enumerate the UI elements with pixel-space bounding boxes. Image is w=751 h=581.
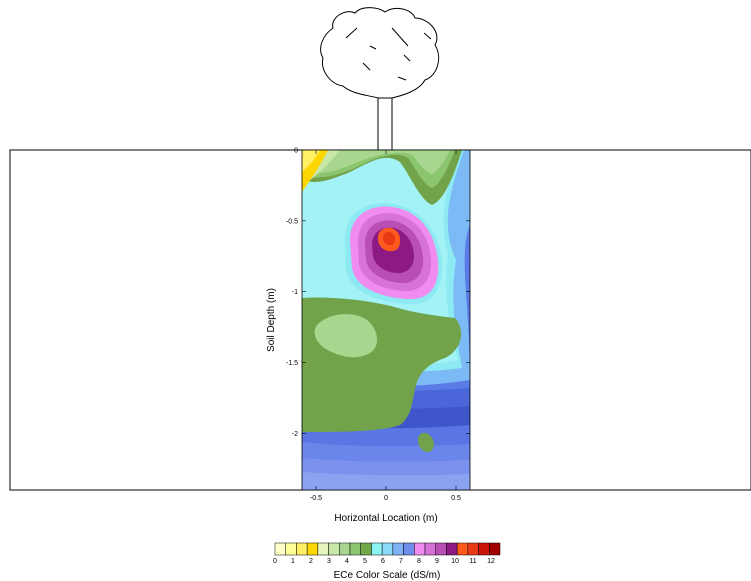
x-axis-ticks: -0.5 0 0.5 <box>310 150 461 502</box>
y-tick-label: -2 <box>292 431 298 438</box>
color-scale-swatch <box>456 542 469 556</box>
color-scale-tick-label: 1 <box>291 558 295 565</box>
color-scale-tick-label: 6 <box>381 558 385 565</box>
color-scale-swatch <box>489 542 501 556</box>
color-scale-tick-label: 9 <box>435 558 439 565</box>
color-scale-swatch <box>446 542 458 556</box>
tree-icon <box>320 7 440 150</box>
color-scale-swatch <box>296 542 308 556</box>
color-scale-tick-label: 12 <box>487 558 495 565</box>
color-scale-swatch <box>349 542 361 556</box>
color-scale-swatch <box>381 542 394 556</box>
color-scale-swatch <box>424 542 436 556</box>
y-tick-label: -1.5 <box>286 360 298 367</box>
color-scale-tick-label: 0 <box>273 558 277 565</box>
color-scale-swatch <box>392 542 404 556</box>
color-scale-tick-label: 4 <box>345 558 349 565</box>
color-scale-swatch <box>435 542 447 556</box>
y-tick-label: 0 <box>294 148 298 155</box>
x-axis-title: Horizontal Location (m) <box>334 513 437 524</box>
color-scale-swatch <box>478 542 490 556</box>
color-scale-swatch <box>274 542 286 556</box>
color-scale-swatch <box>371 542 383 556</box>
color-scale-tick-label: 11 <box>469 558 476 565</box>
color-scale-swatch <box>360 542 372 556</box>
color-scale-tick-label: 10 <box>451 558 459 565</box>
color-scale-swatch <box>414 542 426 556</box>
contour-field <box>302 150 470 490</box>
color-scale-legend: 0 1 2 3 4 5 6 7 8 9 10 11 12 <box>273 542 501 565</box>
color-scale-tick-label: 7 <box>399 558 403 565</box>
color-scale-swatch <box>306 542 319 556</box>
x-tick-label: 0.5 <box>451 495 461 502</box>
color-scale-swatch <box>285 542 297 556</box>
y-tick-label: -0.5 <box>286 218 298 225</box>
color-scale-tick-label: 5 <box>363 558 367 565</box>
x-tick-label: -0.5 <box>310 495 322 502</box>
color-scale-tick-label: 2 <box>309 558 313 565</box>
x-tick-label: 0 <box>384 495 388 502</box>
color-scale-swatch <box>328 542 340 556</box>
color-scale-swatch <box>317 542 329 556</box>
color-scale-swatch <box>339 542 351 556</box>
color-scale-swatch <box>403 542 415 556</box>
color-scale-tick-label: 3 <box>327 558 331 565</box>
color-scale-tick-label: 8 <box>417 558 421 565</box>
y-tick-label: -1 <box>292 289 298 296</box>
y-axis-title: Soil Depth (m) <box>266 288 277 352</box>
color-scale-swatch <box>467 542 479 556</box>
y-axis-ticks: 0 -0.5 -1 -1.5 -2 <box>286 148 470 438</box>
color-scale-title: ECe Color Scale (dS/m) <box>334 570 441 581</box>
